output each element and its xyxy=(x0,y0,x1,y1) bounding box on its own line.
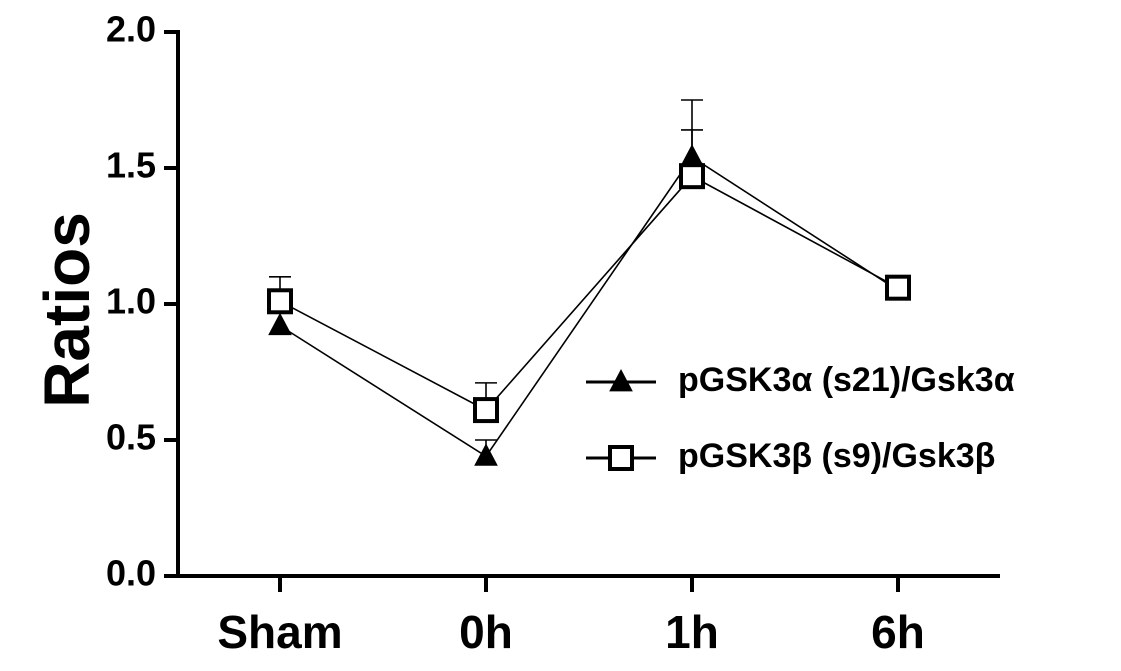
y-axis-label: Ratios xyxy=(31,212,103,408)
data-point-triangle xyxy=(475,444,497,465)
data-point-square xyxy=(681,165,703,187)
y-tick-label: 0.5 xyxy=(106,417,156,458)
legend-label: pGSK3β (s9)/Gsk3β xyxy=(678,437,995,475)
y-tick-label: 1.0 xyxy=(106,281,156,322)
data-point-square xyxy=(887,277,909,299)
y-tick-label: 0.0 xyxy=(106,553,156,594)
y-tick-label: 2.0 xyxy=(106,9,156,50)
series-layer xyxy=(269,100,909,465)
data-point-triangle xyxy=(269,314,291,335)
data-point-triangle xyxy=(681,145,703,166)
y-tick-label: 1.5 xyxy=(106,145,156,186)
data-point-square xyxy=(475,399,497,421)
legend: pGSK3α (s21)/Gsk3α pGSK3β (s9)/Gsk3β xyxy=(586,361,1015,475)
data-point-square xyxy=(269,290,291,312)
x-tick-label: Sham xyxy=(217,606,342,658)
x-tick-label: 6h xyxy=(871,606,925,658)
x-tick-label: 0h xyxy=(459,606,513,658)
legend-label: pGSK3α (s21)/Gsk3α xyxy=(678,361,1015,399)
legend-marker-square xyxy=(610,447,632,469)
series-line-1 xyxy=(280,157,898,456)
x-tick-label: 1h xyxy=(665,606,719,658)
